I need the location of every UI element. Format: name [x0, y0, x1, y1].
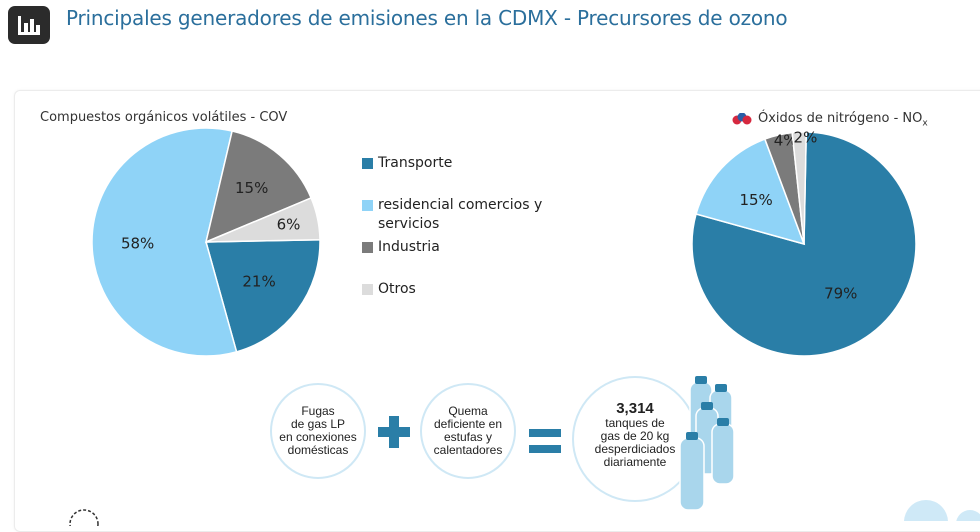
nox-pie-chart: 79% 15% 4%2% [691, 129, 917, 357]
legend-swatch-otros [362, 284, 373, 295]
term2-line: deficiente en [433, 417, 503, 431]
pie-slice-residencial [695, 138, 806, 246]
result-line: gas de 20 kg [600, 429, 670, 443]
bar-chart-icon [8, 6, 50, 44]
gas-tanks-icon [679, 376, 735, 511]
cov-chart-title: Compuestos orgánicos volátiles - COV [40, 110, 288, 125]
nox-title-text: Óxidos de nitrógeno - NO [758, 111, 923, 126]
term1-line: domésticas [287, 443, 349, 457]
pie-label: 58% [121, 234, 154, 252]
pie-label: 6% [277, 216, 301, 234]
legend-label-otros: Otros [378, 281, 416, 297]
term2-line: estufas y [443, 430, 493, 444]
result-line: diariamente [603, 455, 667, 469]
combustion-circle: Quema deficiente en estufas y calentador… [420, 383, 516, 479]
nox-chart-title: Óxidos de nitrógeno - NOx [732, 111, 928, 129]
nox-title-subscript: x [922, 118, 928, 129]
equals-icon [529, 429, 561, 453]
term2-line: calentadores [433, 443, 503, 457]
legend-label-residencial-line2: servicios [378, 216, 440, 232]
legend-label-residencial: residencial comercios y [378, 197, 543, 213]
molecule-icon [732, 112, 752, 125]
pie-label: 15% [235, 179, 268, 197]
result-line: desperdiciados [594, 442, 676, 456]
cov-pie-chart: 21% 58% 15% 6% [91, 127, 321, 357]
term2-line: Quema [448, 404, 488, 418]
pie-slice-residencial [91, 127, 238, 357]
result-line: tanques de [605, 416, 665, 430]
legend-label-industria: Industria [378, 239, 440, 255]
pie-label: 21% [242, 272, 275, 290]
pie-slice-transporte [205, 238, 321, 353]
term1-line: Fugas [301, 404, 335, 418]
page-title: Principales generadores de emisiones en … [66, 6, 788, 30]
term1-line: de gas LP [290, 417, 346, 431]
decorative-bubble [904, 500, 980, 521]
gas-leak-circle: Fugas de gas LP en conexiones domésticas [270, 383, 366, 479]
pie-label: 2% [794, 129, 818, 147]
pie-slice-otros [791, 131, 808, 245]
pie-slice-industria [204, 130, 313, 244]
legend-swatch-industria [362, 242, 373, 253]
plus-icon [378, 416, 410, 448]
legend-swatch-transporte [362, 158, 373, 169]
pie-slice-otros [205, 196, 321, 243]
pie-label: 4% [774, 131, 798, 149]
result-number: 3,314 [616, 400, 654, 417]
dashed-circle-icon [69, 509, 99, 526]
legend-swatch-residencial [362, 200, 373, 211]
term1-line: en conexiones [279, 430, 357, 444]
pie-label: 79% [824, 284, 857, 302]
legend-label-transporte: Transporte [378, 155, 453, 171]
result-circle: 3,314 tanques de gas de 20 kg desperdici… [572, 376, 698, 502]
pie-label: 15% [739, 191, 772, 209]
